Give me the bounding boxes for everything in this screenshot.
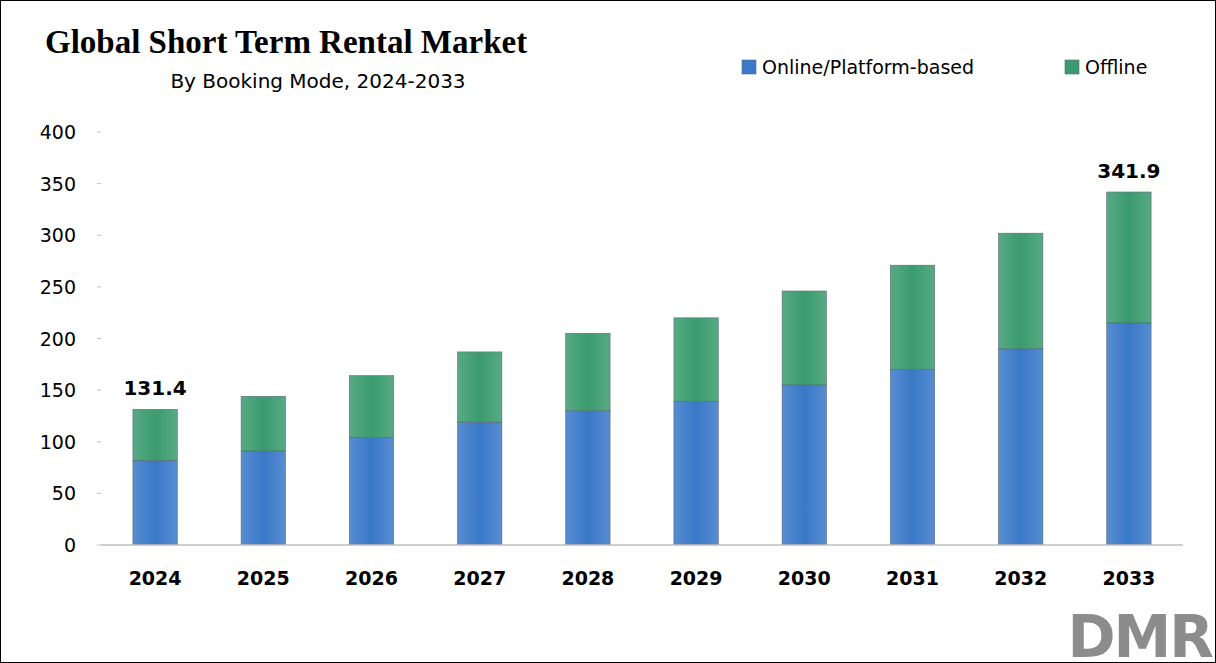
y-axis	[101, 132, 102, 545]
bar-segment	[1107, 192, 1151, 323]
bar-segment	[782, 291, 826, 385]
y-tick	[97, 493, 101, 494]
y-tick	[97, 132, 101, 133]
y-tick	[97, 338, 101, 339]
chart-svg: Global Short Term Rental Market By Bookin…	[0, 0, 1216, 663]
y-tick-label: 350	[40, 173, 76, 195]
bar-segment	[566, 333, 610, 410]
y-tick-label: 50	[52, 482, 76, 504]
x-tick-label: 2030	[778, 567, 831, 589]
bar-segment	[890, 369, 934, 545]
total-label: 341.9	[1097, 159, 1160, 183]
bar-segment	[999, 233, 1043, 349]
y-tick	[97, 235, 101, 236]
bar-segment	[458, 352, 502, 422]
bar-segment	[133, 460, 177, 545]
y-tick	[97, 545, 101, 546]
frame	[1, 1, 1216, 663]
bar-segment	[458, 422, 502, 545]
bar-segment	[674, 318, 718, 402]
legend-swatch	[1065, 60, 1079, 74]
x-tick-label: 2024	[129, 567, 182, 589]
legend-label: Online/Platform-based	[762, 56, 974, 78]
x-tick-label: 2033	[1102, 567, 1155, 589]
x-tick-label: 2027	[453, 567, 506, 589]
x-axis	[101, 544, 1183, 546]
bar-segment	[241, 396, 285, 451]
x-tick-label: 2025	[237, 567, 290, 589]
legend-swatch	[742, 60, 756, 74]
chart-container: Global Short Term Rental Market By Bookin…	[0, 0, 1216, 663]
bar-segment	[566, 411, 610, 545]
title: Global Short Term Rental Market	[45, 24, 527, 60]
y-tick-label: 400	[40, 121, 76, 143]
bar-segment	[890, 265, 934, 369]
x-tick-label: 2031	[886, 567, 939, 589]
x-tick-label: 2032	[994, 567, 1047, 589]
y-tick-label: 300	[40, 224, 76, 246]
x-tick-label: 2026	[345, 567, 398, 589]
bar-segment	[349, 438, 393, 545]
y-tick-label: 100	[40, 431, 76, 453]
y-tick-label: 150	[40, 379, 76, 401]
y-tick-label: 0	[64, 534, 76, 556]
bar-segment	[241, 451, 285, 545]
x-tick-label: 2028	[561, 567, 614, 589]
subtitle: By Booking Mode, 2024-2033	[170, 69, 465, 93]
y-tick	[97, 286, 101, 287]
y-tick	[97, 441, 101, 442]
y-tick-label: 250	[40, 276, 76, 298]
y-tick-label: 200	[40, 328, 76, 350]
y-tick	[97, 390, 101, 391]
y-tick	[97, 183, 101, 184]
bar-segment	[999, 349, 1043, 545]
bar-segment	[782, 385, 826, 545]
bar-segment	[674, 401, 718, 545]
bar-segment	[133, 409, 177, 460]
legend-label: Offline	[1085, 56, 1147, 78]
logo: DMR	[1067, 603, 1213, 663]
bar-segment	[1107, 323, 1151, 545]
x-tick-label: 2029	[670, 567, 723, 589]
total-label: 131.4	[123, 376, 186, 400]
bars	[133, 192, 1151, 545]
bar-segment	[349, 376, 393, 438]
